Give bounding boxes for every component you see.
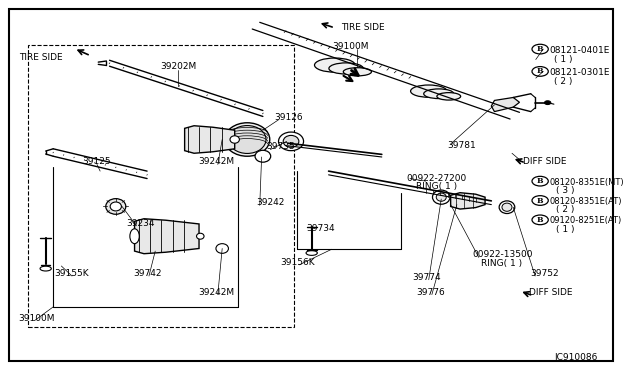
Text: 08120-8351E(MT): 08120-8351E(MT)	[550, 178, 624, 187]
Ellipse shape	[424, 89, 454, 99]
Text: 39774: 39774	[413, 273, 441, 282]
Ellipse shape	[225, 123, 269, 156]
Text: 39202M: 39202M	[160, 62, 196, 71]
Text: ( 3 ): ( 3 )	[556, 186, 574, 195]
Text: 39752: 39752	[531, 269, 559, 278]
Ellipse shape	[284, 135, 299, 147]
Ellipse shape	[110, 202, 122, 211]
Text: 39126: 39126	[274, 113, 303, 122]
Text: 39735: 39735	[266, 142, 295, 151]
Text: 39234: 39234	[127, 219, 155, 228]
Ellipse shape	[343, 68, 371, 76]
Text: B: B	[537, 45, 543, 53]
Text: 39242M: 39242M	[198, 288, 234, 296]
Polygon shape	[134, 219, 199, 254]
Text: DIFF SIDE: DIFF SIDE	[523, 157, 566, 166]
Text: ( 2 ): ( 2 )	[554, 77, 572, 86]
Text: 39100M: 39100M	[332, 42, 369, 51]
Ellipse shape	[411, 85, 447, 97]
Polygon shape	[184, 126, 235, 153]
Text: 39242: 39242	[257, 198, 285, 207]
Polygon shape	[492, 97, 520, 112]
Ellipse shape	[255, 150, 271, 162]
Text: ( 1 ): ( 1 )	[556, 225, 574, 234]
Text: TIRE SIDE: TIRE SIDE	[19, 53, 63, 62]
Ellipse shape	[502, 203, 512, 211]
Text: 39100M: 39100M	[19, 314, 55, 323]
Circle shape	[545, 101, 551, 105]
Text: 09120-8251E(AT): 09120-8251E(AT)	[550, 217, 622, 225]
Text: 39742: 39742	[133, 269, 161, 278]
Text: 39156K: 39156K	[280, 258, 315, 267]
Ellipse shape	[130, 229, 140, 244]
Ellipse shape	[196, 233, 204, 239]
Text: 00922-13500: 00922-13500	[472, 250, 533, 259]
Text: RING( 1 ): RING( 1 )	[416, 182, 458, 191]
Text: JC910086: JC910086	[554, 353, 598, 362]
Ellipse shape	[106, 199, 126, 214]
Text: 00922-27200: 00922-27200	[407, 174, 467, 183]
Polygon shape	[451, 193, 485, 209]
Text: B: B	[537, 177, 543, 185]
Ellipse shape	[278, 132, 303, 151]
Ellipse shape	[314, 58, 355, 72]
Text: 39781: 39781	[447, 141, 476, 150]
Ellipse shape	[228, 126, 266, 153]
Text: DIFF SIDE: DIFF SIDE	[529, 288, 572, 296]
Text: ( 2 ): ( 2 )	[556, 205, 574, 214]
Text: 39155K: 39155K	[54, 269, 90, 278]
Text: 39125: 39125	[83, 157, 111, 166]
Text: 08121-0401E: 08121-0401E	[550, 46, 610, 55]
Text: B: B	[537, 67, 543, 76]
Ellipse shape	[437, 93, 461, 100]
Text: 39242M: 39242M	[198, 157, 234, 166]
Ellipse shape	[216, 244, 228, 253]
Text: TIRE SIDE: TIRE SIDE	[341, 23, 385, 32]
Text: B: B	[537, 196, 543, 205]
Ellipse shape	[499, 201, 515, 214]
Text: 39776: 39776	[416, 288, 445, 296]
Text: 08120-8351E(AT): 08120-8351E(AT)	[550, 197, 622, 206]
Text: B: B	[537, 216, 543, 224]
Ellipse shape	[329, 63, 364, 74]
Text: 08121-0301E: 08121-0301E	[550, 68, 610, 77]
Ellipse shape	[230, 136, 239, 143]
Bar	[28, 45, 294, 327]
Ellipse shape	[433, 190, 450, 204]
Text: RING( 1 ): RING( 1 )	[481, 259, 522, 267]
Ellipse shape	[436, 193, 446, 201]
Text: 39734: 39734	[307, 224, 335, 233]
Text: ( 1 ): ( 1 )	[554, 55, 572, 64]
